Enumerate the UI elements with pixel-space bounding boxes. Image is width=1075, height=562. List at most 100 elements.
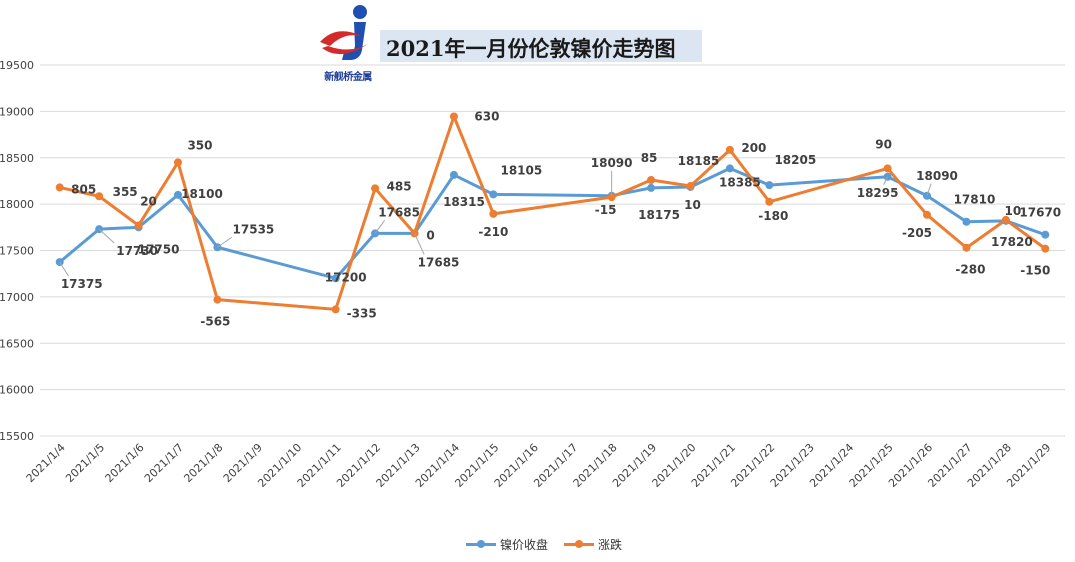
data-label-change: 355 [113,185,138,199]
data-point-change [55,183,64,192]
data-label-change: 10 [684,198,701,212]
data-point-close [489,190,498,199]
company-logo: 新舰桥金属 [316,2,380,83]
data-point-close [725,164,734,173]
data-label-close: 17200 [325,270,367,284]
data-point-change [134,221,143,230]
data-label-close: 18315 [443,195,485,209]
data-label-change: 350 [187,138,212,152]
x-tick-label: 2021/1/6 [103,441,147,485]
company-logo-icon [320,5,368,60]
x-tick-label: 2021/1/4 [24,441,68,485]
data-label-change: 805 [71,182,96,196]
y-tick-label: 16500 [0,337,34,350]
data-point-change [1001,215,1010,224]
data-point-close [331,274,340,283]
data-label-change: -15 [595,203,617,217]
series-line-close [58,166,1046,280]
data-label-change: -335 [347,306,377,320]
y-tick-label: 18000 [0,198,34,211]
y-tick-label: 17000 [0,291,34,304]
leader-line [98,228,115,244]
legend-close-swatch [466,539,496,548]
data-point-change [95,192,104,201]
data-label-close: 18295 [857,186,899,200]
data-label-change: 20 [140,194,157,208]
data-label-close: 18105 [500,163,542,177]
data-point-change [647,176,656,185]
legend-change-label: 涨跌 [598,537,623,552]
data-label-change: -565 [200,315,230,329]
leader-line [374,220,386,234]
chart-title-box: 2021年一月份伦敦镍价走势图 [380,30,702,62]
chart-title: 2021年一月份伦敦镍价走势图 [386,36,676,61]
y-tick-label: 18500 [0,152,34,165]
leader-line [926,183,932,196]
leader-line [414,233,425,255]
y-tick-label: 16000 [0,384,34,397]
data-label-close: 18090 [916,169,958,183]
data-label-change: -205 [902,226,932,240]
data-point-change [1041,244,1050,253]
y-tick-label: 15500 [0,430,34,443]
data-point-change [962,243,971,252]
leader-line [883,176,889,185]
data-point-change [725,145,734,154]
legend-item-change: 涨跌 [564,536,622,553]
data-point-close [647,183,656,192]
data-label-change: 630 [474,109,499,123]
data-label-close: 17685 [418,255,460,269]
data-label-change: -150 [1020,264,1050,278]
data-label-change: 0 [426,228,434,242]
data-label-change: -180 [758,209,788,223]
data-label-change: -280 [955,263,985,277]
data-point-change [765,197,774,206]
legend-change-swatch [564,539,595,548]
data-label-close: 18205 [774,153,816,167]
data-label-close: 17670 [1019,206,1061,220]
data-label-close: 17685 [378,205,420,219]
data-label-change: 85 [641,151,658,165]
data-point-change [173,158,182,167]
legend-close-label: 镍价收盘 [500,537,549,552]
data-label-close: 17820 [991,235,1033,249]
data-label-change: 90 [875,137,892,151]
logo-text: 新舰桥金属 [324,72,372,83]
data-point-change [607,193,616,202]
data-label-close: 17730 [116,244,158,258]
data-point-change [923,210,932,219]
data-label-close: 18090 [591,156,633,170]
data-point-close [173,190,182,199]
data-label-close: 18100 [181,187,223,201]
data-point-change [883,164,892,173]
data-point-close [765,181,774,190]
y-tick-label: 19000 [0,105,34,118]
data-label-close: 18385 [719,175,761,189]
legend: 镍价收盘 涨跌 [466,535,638,553]
data-point-close [449,170,458,179]
x-tick-label: 2021/1/7 [142,441,186,485]
data-point-change [371,184,380,193]
data-label-close: 18185 [678,154,720,168]
x-tick-label: 2021/1/5 [63,441,107,485]
data-point-close [962,217,971,226]
legend-item-close: 镍价收盘 [466,536,548,553]
data-label-change: -210 [478,225,508,239]
data-point-change [449,112,458,121]
data-label-close: 17375 [61,277,103,291]
data-point-change [213,295,222,304]
data-point-change [686,182,695,191]
y-tick-label: 17500 [0,245,34,258]
data-point-change [331,305,340,314]
x-tick-label: 2021/1/8 [181,441,225,485]
data-label-close: 17750 [138,242,180,256]
data-label-change: 10 [1005,204,1022,218]
leader-line [59,261,69,277]
series-line-change [59,114,1047,311]
data-point-change [489,209,498,218]
data-label-change: 200 [741,141,766,155]
data-point-close [1041,230,1050,239]
data-label-close: 17535 [233,222,275,236]
leader-line [217,236,233,248]
